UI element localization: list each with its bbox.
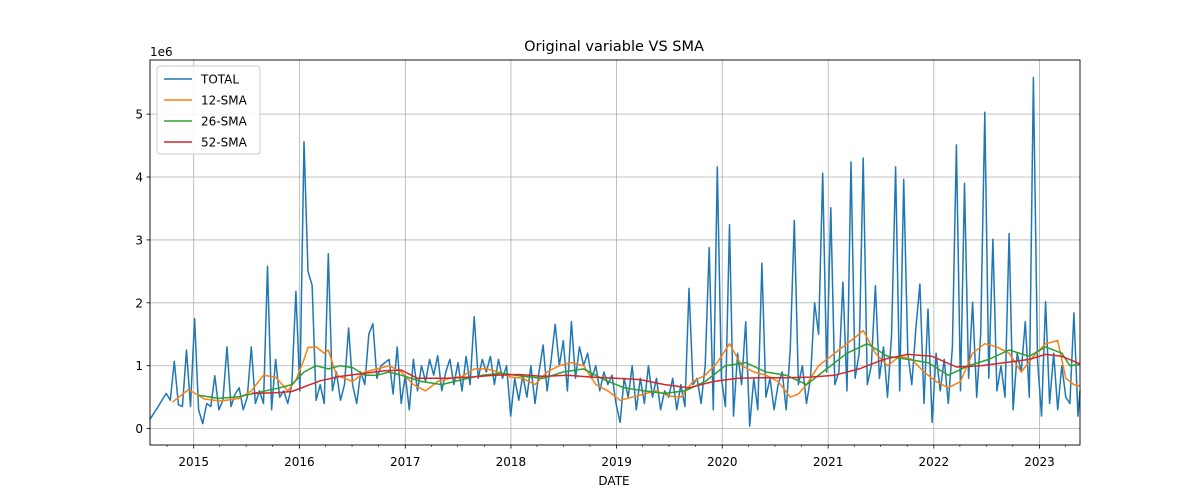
x-tick-label: 2020	[707, 455, 738, 469]
x-tick-label: 2021	[813, 455, 844, 469]
legend-label: 52-SMA	[201, 136, 248, 150]
x-tick-label: 2016	[284, 455, 315, 469]
x-tick-label: 2018	[496, 455, 527, 469]
y-scale-label: 1e6	[150, 45, 173, 59]
legend-label: 26-SMA	[201, 115, 248, 129]
chart-title: Original variable VS SMA	[524, 39, 704, 55]
y-tick-label: 4	[135, 171, 143, 185]
series-line-total	[149, 76, 1081, 427]
series-line-52-sma	[251, 353, 1081, 395]
x-tick-label: 2015	[178, 455, 209, 469]
x-axis-label: DATE	[598, 474, 629, 488]
x-tick-label: 2022	[919, 455, 950, 469]
y-tick-label: 0	[135, 422, 143, 436]
series-lines	[149, 76, 1081, 427]
series-line-26-sma	[198, 342, 1081, 400]
y-tick-label: 5	[135, 108, 143, 122]
grid	[150, 60, 1080, 445]
legend-label: 12-SMA	[201, 94, 248, 108]
y-tick-label: 1	[135, 359, 143, 373]
axes: 0 1 2 3 4 5 2015 2016 2017 2018 2019 2020 2021 2022 20…	[135, 108, 1066, 469]
legend: TOTAL 12-SMA 26-SMA 52-SMA	[156, 65, 261, 155]
y-tick-label: 3	[135, 233, 143, 247]
y-tick-label: 2	[135, 296, 143, 310]
legend-box	[156, 65, 261, 155]
x-tick-label: 2017	[390, 455, 421, 469]
series-line-12-sma	[171, 329, 1081, 403]
x-tick-label: 2023	[1024, 455, 1055, 469]
legend-label: TOTAL	[200, 73, 239, 87]
plot-frame	[149, 59, 1081, 446]
x-tick-label: 2019	[601, 455, 632, 469]
